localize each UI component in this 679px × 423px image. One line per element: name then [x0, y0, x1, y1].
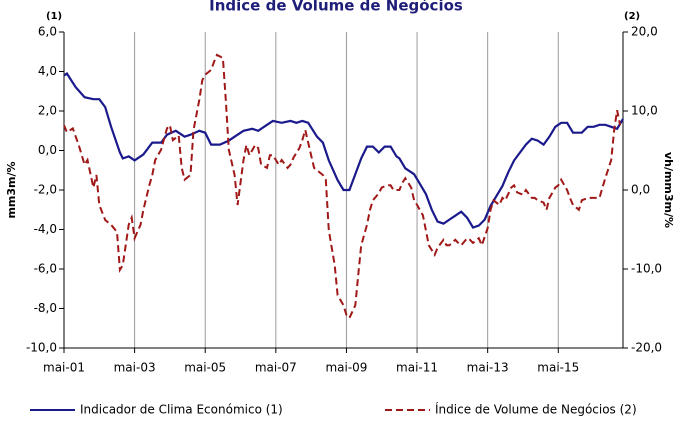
y2-tick-label: 20,0	[631, 25, 658, 39]
x-tick-label: mai-07	[255, 361, 297, 375]
chart-title: Índice de Volume de Negócios	[209, 0, 463, 15]
series-line	[63, 71, 624, 229]
y-axis-title: mm3m/%	[5, 161, 18, 218]
y-tick-label: -10,0	[26, 341, 57, 355]
y-tick-label: 2,0	[38, 104, 57, 118]
y2-tick-label: -10,0	[631, 262, 662, 276]
y2-tick-label: 0,0	[631, 183, 650, 197]
x-tick-label: mai-13	[467, 361, 509, 375]
x-tick-label: mai-01	[43, 361, 85, 375]
x-tick-label: mai-09	[325, 361, 367, 375]
y-tick-label: 4,0	[38, 64, 57, 78]
legend-label: Indicador de Clima Económico (1)	[80, 403, 283, 417]
x-tick-label: mai-03	[114, 361, 156, 375]
x-tick-label: mai-15	[537, 361, 579, 375]
y2-axis-title: vh/mm3m/%	[662, 152, 675, 228]
y-tick-label: -2,0	[34, 183, 57, 197]
left-axis-note: (1)	[46, 11, 62, 22]
right-axis-note: (2)	[624, 11, 640, 22]
y2-tick-label: -20,0	[631, 341, 662, 355]
y2-tick-label: 10,0	[631, 104, 658, 118]
y-tick-label: -4,0	[34, 222, 57, 236]
y-tick-label: 0,0	[38, 143, 57, 157]
y-tick-label: -6,0	[34, 262, 57, 276]
y-tick-label: -8,0	[34, 301, 57, 315]
legend-label: Índice de Volume de Negócios (2)	[435, 402, 637, 417]
series-line	[63, 53, 622, 320]
x-tick-label: mai-11	[396, 361, 438, 375]
y-tick-label: 6,0	[38, 25, 57, 39]
x-tick-label: mai-05	[184, 361, 226, 375]
